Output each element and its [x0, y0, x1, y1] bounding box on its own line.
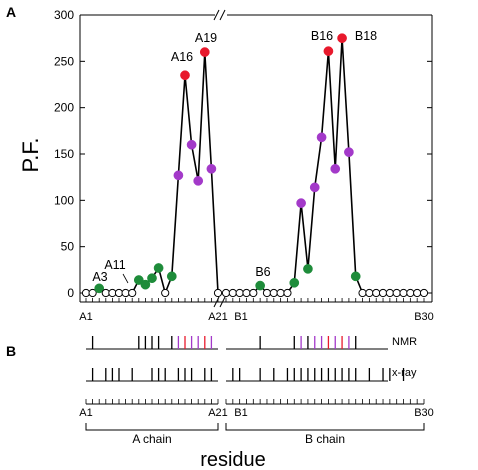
point-b24: [378, 288, 388, 298]
point-a20: [206, 163, 217, 174]
point-b5: [249, 288, 258, 298]
b-axis-label-a21: A21: [208, 407, 228, 419]
a-chain-bracket: [85, 423, 219, 431]
x-tick-label-b30: B30: [414, 311, 434, 323]
axis-break-top-2: [219, 9, 226, 21]
point-b30: [419, 288, 429, 298]
panel-a-label: A: [6, 4, 16, 20]
annotation-b6: B6: [255, 265, 270, 279]
x-tick-label-a21: A21: [208, 311, 228, 323]
point-b9: [276, 288, 285, 298]
point-a2: [88, 288, 97, 298]
b-chain-label: B chain: [305, 432, 345, 446]
point-a16: [180, 70, 190, 81]
y-tick-label: 200: [54, 101, 74, 115]
x-axis-title: residue: [200, 449, 266, 470]
a-chain-label: A chain: [132, 432, 171, 446]
point-b23: [372, 288, 381, 298]
point-b21: [358, 288, 367, 298]
track-label-xray: x-ray: [392, 367, 417, 379]
y-axis: 0 50 100 150 200 250 300: [54, 8, 432, 300]
annotation-a11: A11: [104, 258, 125, 272]
point-b16: [323, 46, 334, 56]
point-a11: [147, 273, 157, 284]
point-b1: [221, 288, 231, 298]
annotation-a16: A16: [171, 50, 193, 64]
annotation-b16: B16: [311, 29, 333, 43]
panel-b-label: B: [6, 343, 16, 359]
point-b6: [255, 280, 265, 291]
point-a21: [213, 288, 223, 298]
b-axis-label-a1: A1: [79, 407, 92, 419]
annotation-a3: A3: [92, 270, 107, 284]
sequence-tracks: [85, 336, 425, 405]
point-b3: [235, 288, 244, 298]
point-b4: [242, 288, 251, 298]
point-b19: [344, 147, 354, 157]
point-b11: [289, 277, 300, 288]
axis-break-top-1: [213, 9, 220, 21]
point-b20: [350, 271, 361, 282]
point-a18: [193, 176, 204, 186]
point-b15: [316, 132, 327, 143]
y-tick-label: 150: [54, 147, 74, 161]
series-lines: [86, 38, 424, 296]
point-b13: [303, 264, 313, 274]
point-a14: [166, 271, 177, 282]
b-axis-label-b30: B30: [414, 407, 434, 419]
point-b7: [262, 288, 272, 298]
series-line-chain-b: [226, 38, 424, 294]
point-a9: [133, 275, 144, 285]
point-b10: [283, 288, 292, 298]
point-a19: [199, 47, 210, 57]
point-b25: [385, 288, 394, 298]
point-b2: [228, 288, 237, 298]
point-b27: [399, 288, 408, 298]
y-tick-label: 300: [54, 8, 74, 22]
point-a15: [173, 170, 184, 181]
annotation-b18: B18: [355, 29, 377, 43]
series-line-chain-a: [86, 52, 219, 296]
point-a12: [153, 263, 164, 273]
plot-frame: [79, 9, 433, 308]
point-b28: [406, 288, 415, 298]
y-tick-label: 50: [61, 240, 75, 254]
x-tick-label-a1: A1: [79, 311, 92, 323]
point-b17: [330, 163, 341, 174]
point-b22: [365, 288, 374, 298]
b-chain-bracket: [225, 423, 425, 431]
point-a3: [94, 283, 105, 294]
point-a17: [186, 139, 197, 150]
point-a13: [161, 288, 170, 298]
axis-break-bottom-2: [219, 296, 226, 308]
y-tick-label: 0: [67, 286, 74, 300]
y-axis-title: P.F.: [18, 137, 43, 172]
point-b12: [296, 198, 306, 208]
point-a10: [140, 279, 151, 290]
data-points: [81, 33, 429, 298]
annotation-a11-leader: [122, 273, 129, 284]
point-b8: [269, 288, 278, 298]
b-axis-label-b1: B1: [234, 407, 247, 419]
y-tick-label: 100: [54, 193, 74, 207]
y-tick-label: 250: [54, 54, 74, 68]
point-b14: [309, 182, 320, 193]
point-a8: [128, 288, 137, 298]
point-b18: [337, 33, 347, 44]
x-axis: [85, 298, 425, 302]
point-b29: [413, 288, 422, 298]
annotation-a19: A19: [195, 31, 217, 45]
point-b26: [392, 288, 401, 298]
track-label-nmr: NMR: [392, 336, 417, 348]
x-tick-label-b1: B1: [234, 311, 247, 323]
